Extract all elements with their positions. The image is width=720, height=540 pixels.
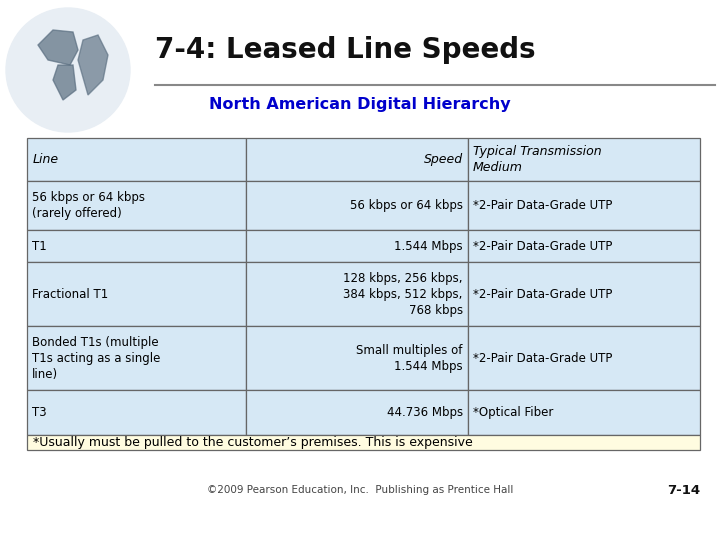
Text: *2-Pair Data-Grade UTP: *2-Pair Data-Grade UTP (473, 352, 612, 365)
Circle shape (53, 55, 84, 85)
Text: 44.736 Mbps: 44.736 Mbps (387, 406, 463, 419)
Text: 56 kbps or 64 kbps
(rarely offered): 56 kbps or 64 kbps (rarely offered) (32, 191, 145, 220)
Text: Bonded T1s (multiple
T1s acting as a single
line): Bonded T1s (multiple T1s acting as a sin… (32, 336, 161, 381)
Bar (27, 181, 246, 230)
Bar (27, 435, 700, 450)
Circle shape (6, 8, 130, 132)
Text: 7-14: 7-14 (667, 483, 700, 496)
Text: ©2009 Pearson Education, Inc.  Publishing as Prentice Hall: ©2009 Pearson Education, Inc. Publishing… (207, 485, 513, 495)
Text: T3: T3 (32, 406, 47, 419)
Text: 56 kbps or 64 kbps: 56 kbps or 64 kbps (350, 199, 463, 212)
Text: *2-Pair Data-Grade UTP: *2-Pair Data-Grade UTP (473, 288, 612, 301)
Text: *Optical Fiber: *Optical Fiber (473, 406, 553, 419)
Bar (468, 262, 700, 326)
Bar (27, 390, 246, 435)
Circle shape (37, 39, 99, 101)
Text: *2-Pair Data-Grade UTP: *2-Pair Data-Grade UTP (473, 240, 612, 253)
Text: *Usually must be pulled to the customer’s premises. This is expensive: *Usually must be pulled to the customer’… (33, 436, 473, 449)
Text: Line: Line (32, 153, 58, 166)
Bar (246, 262, 468, 326)
Bar (468, 230, 700, 262)
Text: 7-4: Leased Line Speeds: 7-4: Leased Line Speeds (155, 36, 536, 64)
Bar (246, 390, 468, 435)
Bar (246, 181, 468, 230)
Bar (468, 138, 700, 181)
Text: 128 kbps, 256 kbps,
384 kbps, 512 kbps,
768 kbps: 128 kbps, 256 kbps, 384 kbps, 512 kbps, … (343, 272, 463, 317)
Text: Small multiples of
1.544 Mbps: Small multiples of 1.544 Mbps (356, 344, 463, 373)
Text: Fractional T1: Fractional T1 (32, 288, 109, 301)
Bar (246, 230, 468, 262)
Polygon shape (78, 35, 108, 95)
Circle shape (22, 24, 114, 117)
Bar (27, 326, 246, 390)
Bar (27, 138, 246, 181)
Bar (27, 230, 246, 262)
Bar (468, 390, 700, 435)
Text: Typical Transmission
Medium: Typical Transmission Medium (473, 145, 601, 174)
Polygon shape (38, 30, 78, 65)
Polygon shape (53, 65, 76, 100)
Bar (27, 262, 246, 326)
Bar (246, 138, 468, 181)
Bar (468, 181, 700, 230)
Text: *2-Pair Data-Grade UTP: *2-Pair Data-Grade UTP (473, 199, 612, 212)
Text: T1: T1 (32, 240, 47, 253)
Bar (468, 326, 700, 390)
Text: Speed: Speed (423, 153, 463, 166)
Bar (246, 326, 468, 390)
Text: North American Digital Hierarchy: North American Digital Hierarchy (210, 98, 510, 112)
Text: 1.544 Mbps: 1.544 Mbps (395, 240, 463, 253)
